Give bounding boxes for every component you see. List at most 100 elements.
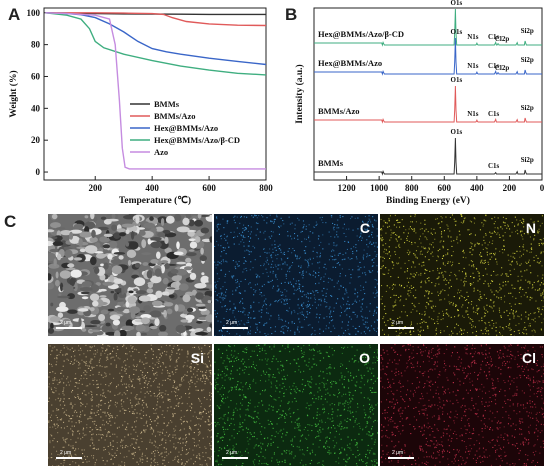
- sem-grain: [138, 295, 151, 302]
- map-dot: [464, 280, 466, 282]
- map-dot: [96, 411, 98, 413]
- map-dot: [520, 314, 522, 316]
- map-dot: [192, 449, 194, 451]
- map-dot: [434, 238, 436, 240]
- map-dot: [298, 426, 300, 428]
- map-dot: [323, 445, 325, 447]
- map-dot: [395, 299, 397, 301]
- map-dot: [390, 229, 392, 231]
- map-dot: [189, 405, 191, 407]
- map-dot: [542, 274, 544, 276]
- map-dot: [272, 251, 274, 253]
- map-dot: [373, 262, 375, 264]
- map-dot: [409, 277, 411, 279]
- map-dot: [275, 399, 277, 401]
- map-dot: [134, 421, 136, 423]
- map-dot: [74, 385, 76, 387]
- map-dot: [483, 223, 485, 225]
- map-dot: [97, 410, 99, 412]
- map-dot: [513, 317, 515, 319]
- map-dot: [447, 261, 449, 263]
- map-dot: [135, 403, 137, 405]
- map-dot: [128, 408, 130, 410]
- map-dot: [149, 424, 151, 426]
- map-dot: [343, 448, 345, 450]
- map-dot: [309, 424, 311, 426]
- map-dot: [529, 299, 531, 301]
- map-dot: [355, 256, 357, 258]
- map-dot: [296, 446, 298, 448]
- map-dot: [315, 224, 317, 226]
- map-dot: [201, 403, 203, 405]
- map-dot: [54, 387, 56, 389]
- map-dot: [374, 329, 376, 331]
- map-dot: [125, 368, 127, 370]
- map-dot: [195, 424, 197, 426]
- map-dot: [316, 313, 318, 315]
- sem-grain: [188, 219, 195, 227]
- map-dot: [146, 458, 148, 460]
- map-dot: [54, 357, 56, 359]
- map-dot: [482, 248, 484, 250]
- map-dot: [414, 306, 416, 308]
- map-dot: [86, 456, 88, 458]
- map-dot: [300, 305, 302, 307]
- map-dot: [367, 326, 369, 328]
- map-dot: [142, 452, 144, 454]
- sem-grain: [141, 252, 152, 256]
- map-dot: [104, 411, 106, 413]
- map-dot: [234, 215, 236, 217]
- map-dot: [385, 267, 387, 269]
- map-dot: [336, 234, 338, 236]
- map-dot: [330, 311, 332, 313]
- map-dot: [266, 222, 268, 224]
- map-dot: [271, 263, 273, 265]
- map-dot: [326, 352, 328, 354]
- map-dot: [198, 431, 200, 433]
- map-dot: [92, 429, 94, 431]
- map-dot: [280, 282, 282, 284]
- map-dot: [295, 255, 297, 257]
- map-dot: [354, 390, 356, 392]
- map-dot: [224, 281, 226, 283]
- map-dot: [349, 333, 351, 335]
- map-dot: [421, 265, 423, 267]
- map-dot: [277, 254, 279, 256]
- map-dot: [243, 241, 245, 243]
- map-dot: [271, 279, 273, 281]
- map-dot: [332, 259, 334, 261]
- map-dot: [95, 414, 97, 416]
- map-dot: [188, 434, 190, 436]
- map-dot: [461, 271, 463, 273]
- map-dot: [220, 260, 222, 262]
- map-dot: [102, 344, 104, 346]
- map-dot: [409, 226, 411, 228]
- map-dot: [250, 305, 252, 307]
- map-dot: [478, 272, 480, 274]
- map-dot: [93, 423, 95, 425]
- map-dot: [161, 352, 163, 354]
- map-dot: [435, 283, 437, 285]
- map-dot: [50, 354, 52, 356]
- map-dot: [403, 287, 405, 289]
- map-dot: [299, 284, 301, 286]
- map-dot: [431, 292, 433, 294]
- map-dot: [400, 299, 402, 301]
- map-dot: [59, 404, 61, 406]
- sem-grain: [143, 222, 155, 229]
- map-dot: [186, 356, 188, 358]
- map-dot: [244, 278, 246, 280]
- map-dot: [423, 320, 425, 322]
- map-dot: [277, 290, 279, 292]
- map-dot: [288, 216, 290, 218]
- map-dot: [340, 422, 342, 424]
- map-dot: [367, 422, 369, 424]
- map-dot: [168, 398, 170, 400]
- map-dot: [156, 374, 158, 376]
- map-dot: [126, 429, 128, 431]
- map-dot: [204, 363, 206, 365]
- map-dot: [62, 464, 64, 466]
- sem-grain: [110, 258, 122, 265]
- map-dot: [296, 419, 298, 421]
- map-dot: [61, 378, 63, 380]
